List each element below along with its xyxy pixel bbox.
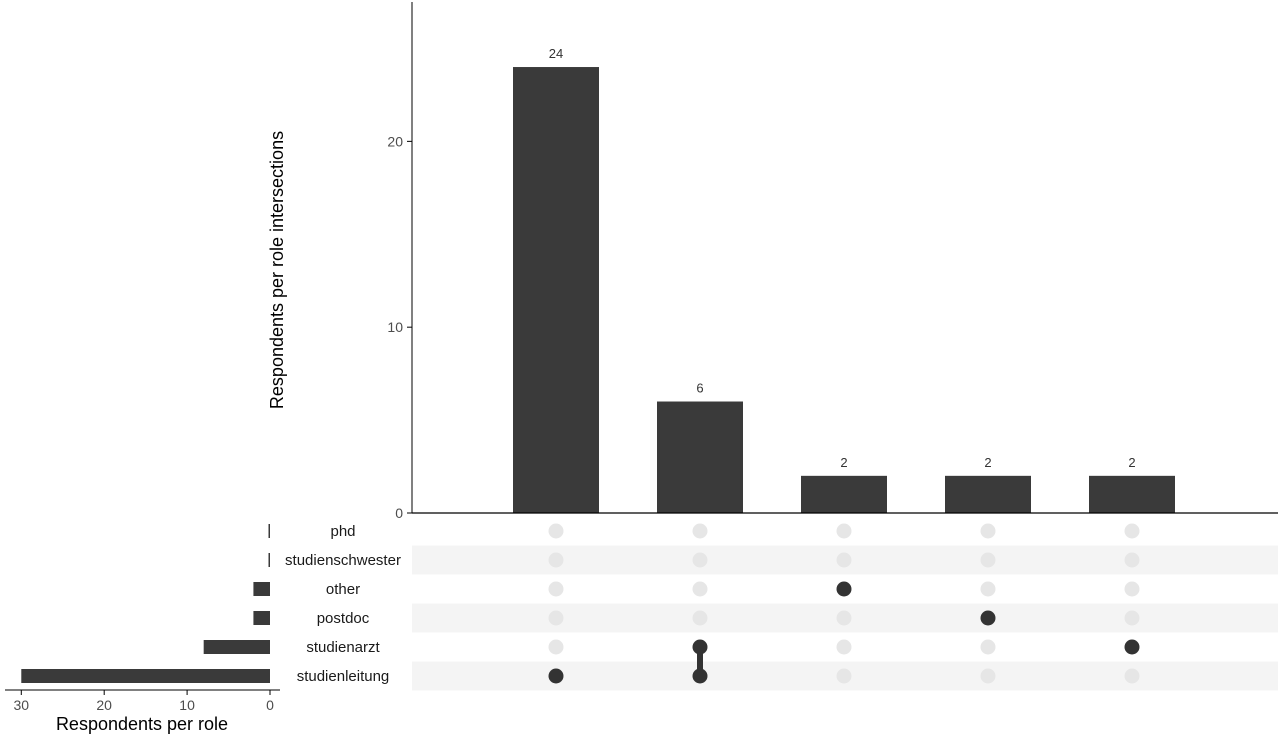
matrix-dot-inactive [836,668,852,684]
matrix-dot-inactive [548,581,564,597]
matrix-dot-inactive [1124,552,1140,568]
y-tick-label: 10 [387,319,403,335]
y-tick-label: 0 [395,505,403,521]
set-size-bar [21,669,270,683]
intersection-matrix [548,523,1140,684]
matrix-dot-active [548,668,564,684]
set-size-bar [203,640,270,654]
intersection-bars [513,67,1175,513]
matrix-dot-inactive [692,552,708,568]
matrix-dot-inactive [692,610,708,626]
matrix-dot-inactive [1124,581,1140,597]
set-label-postdoc: postdoc [317,610,370,627]
set-size-x-axis-title: Respondents per role [56,714,228,734]
intersection-bar [1089,475,1175,513]
matrix-dot-inactive [980,639,996,655]
intersection-y-axis: 0 10 20 [387,2,1278,521]
set-label-studienleitung: studienleitung [297,668,390,685]
set-axis-tick-label: 10 [179,697,195,713]
intersection-bar [801,475,887,513]
matrix-dot-inactive [980,552,996,568]
intersection-bar-label: 24 [549,46,563,61]
intersection-bar [945,475,1031,513]
intersection-bar-label: 6 [696,381,703,396]
matrix-dot-inactive [836,552,852,568]
set-axis-tick-label: 30 [14,697,30,713]
set-size-bars [21,524,270,683]
matrix-dot-inactive [548,639,564,655]
set-size-x-axis: 30 20 10 0 [5,689,280,713]
matrix-dot-inactive [1124,610,1140,626]
matrix-dot-inactive [1124,668,1140,684]
set-label-other: other [326,581,360,598]
intersection-bar [657,401,743,513]
matrix-dot-active [1124,639,1140,655]
matrix-dot-inactive [548,610,564,626]
matrix-dot-inactive [692,581,708,597]
matrix-dot-inactive [980,523,996,539]
set-size-bar [253,582,270,596]
matrix-dot-inactive [548,552,564,568]
set-size-bar [268,553,270,567]
set-axis-tick-label: 20 [96,697,112,713]
intersection-bar [513,67,599,513]
matrix-dot-inactive [980,668,996,684]
matrix-dot-active [980,610,996,626]
matrix-dot-active [692,639,708,655]
matrix-dot-inactive [836,610,852,626]
matrix-dot-inactive [836,523,852,539]
matrix-dot-active [692,668,708,684]
matrix-dot-inactive [836,639,852,655]
matrix-dot-inactive [1124,523,1140,539]
set-label-studienschwester: studienschwester [285,552,401,569]
set-label-studienarzt: studienarzt [306,639,380,656]
intersection-bar-label: 2 [840,455,847,470]
set-size-bar [253,611,270,625]
matrix-dot-active [836,581,852,597]
set-label-phd: phd [330,523,355,540]
y-tick-label: 20 [387,133,403,149]
set-size-bar [268,524,270,538]
intersection-y-axis-title: Respondents per role intersections [267,131,287,409]
set-axis-tick-label: 0 [266,697,274,713]
matrix-dot-inactive [692,523,708,539]
intersection-bar-label: 2 [1128,455,1135,470]
matrix-dot-inactive [548,523,564,539]
intersection-bar-labels: 24 6 2 2 2 [549,46,1136,470]
matrix-dot-inactive [980,581,996,597]
intersection-bar-label: 2 [984,455,991,470]
set-labels: phd studienschwester other postdoc studienar… [285,523,401,685]
